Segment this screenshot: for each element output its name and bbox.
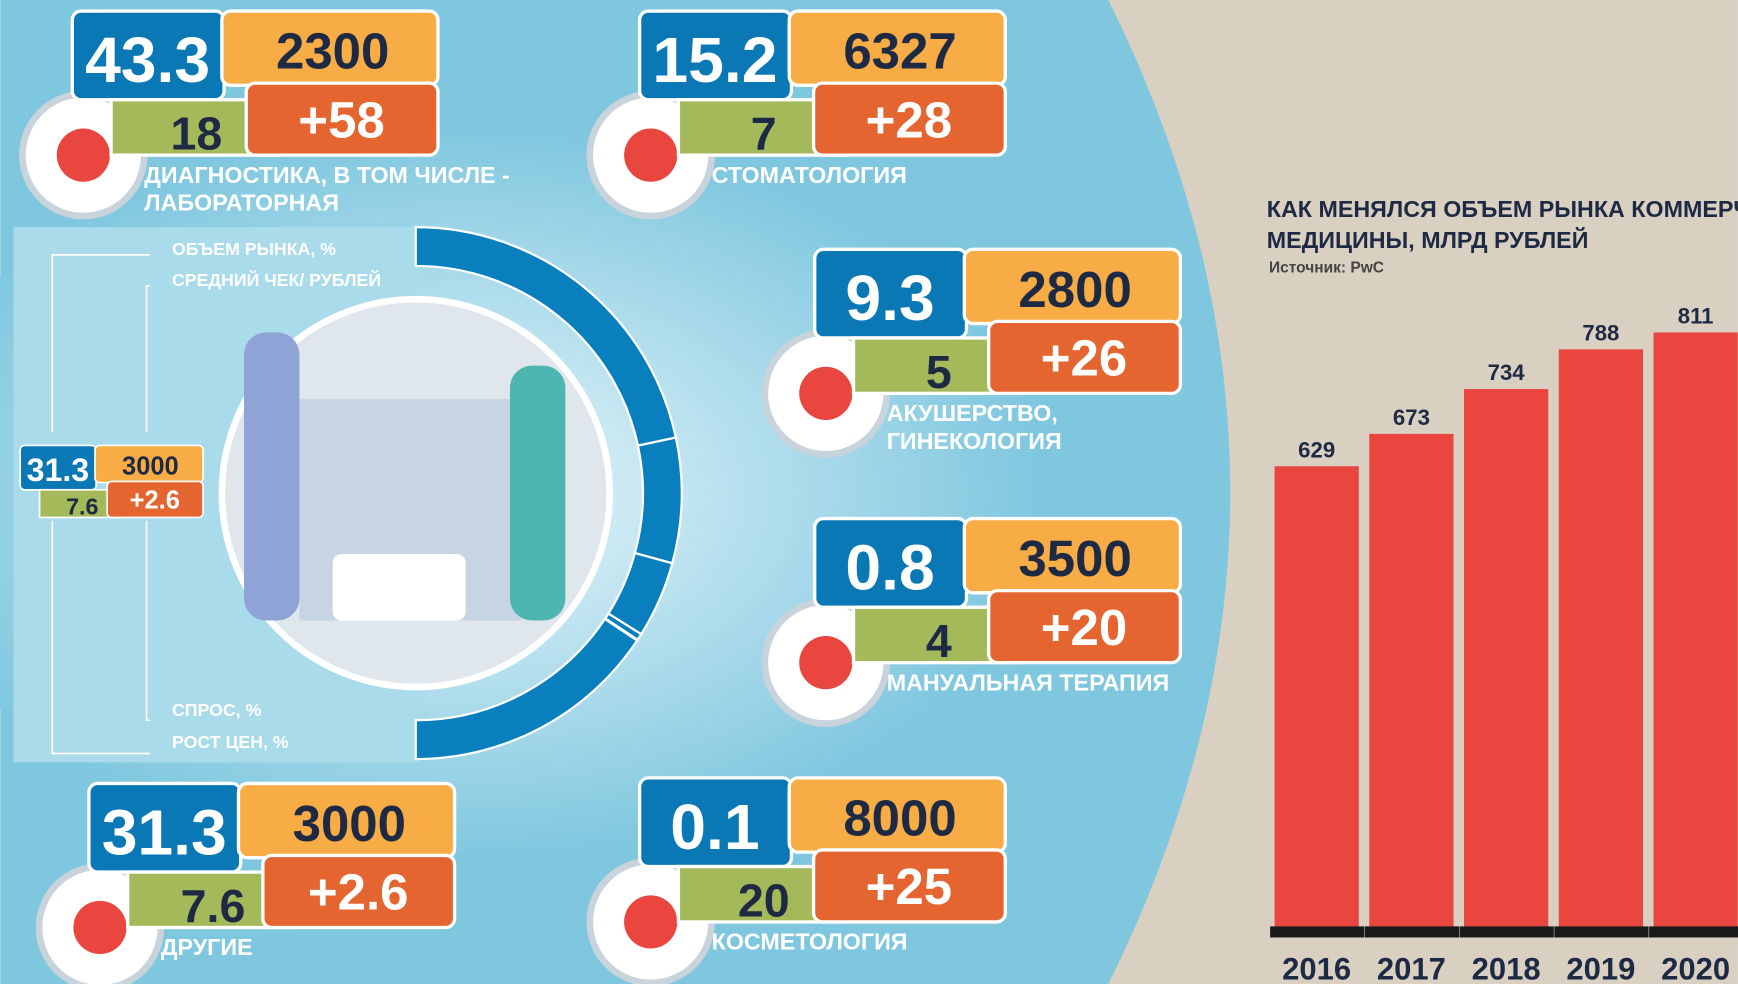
share-value: 0.8 <box>845 532 934 604</box>
price-value: 3500 <box>1018 530 1131 587</box>
growth-value: +25 <box>866 858 952 915</box>
x-tick-label: 2017 <box>1377 952 1446 984</box>
legend-label: ОБЪЕМ РЫНКА, % <box>172 239 336 259</box>
icon <box>624 895 677 948</box>
segment-label: ДРУГИЕ <box>161 934 253 960</box>
price-value: 3000 <box>122 452 179 480</box>
stat-box: 43.3 2300 18 +58 ДИАГНОСТИКА, В ТОМ ЧИСЛЕ -Л… <box>22 11 509 216</box>
bar-base <box>1460 926 1554 937</box>
share-value: 31.3 <box>102 796 227 868</box>
bar-base <box>1365 926 1459 937</box>
icon <box>57 129 110 182</box>
price-value: 8000 <box>843 790 956 847</box>
icon <box>73 901 126 954</box>
infographic: ОБЪЕМ РЫНКА, % СРЕДНИЙ ЧЕК/ РУБЛЕЙ СПРОС… <box>0 0 1738 984</box>
bar <box>1464 389 1548 929</box>
value-label: 734 <box>1488 360 1526 385</box>
value-label: 788 <box>1582 320 1619 345</box>
chart-title: МЕДИЦИНЫ, МЛРД РУБЛЕЙ <box>1267 226 1589 253</box>
icon <box>799 367 852 420</box>
bar <box>1369 434 1453 929</box>
demand-value: 7.6 <box>66 494 98 520</box>
bar-base <box>1270 926 1364 937</box>
segment-label: ГИНЕКОЛОГИЯ <box>887 428 1062 454</box>
x-tick-label: 2019 <box>1566 952 1635 984</box>
demand-value: 5 <box>926 346 952 398</box>
x-tick-label: 2018 <box>1472 952 1541 984</box>
growth-value: +28 <box>866 91 952 148</box>
demand-value: 4 <box>926 615 952 667</box>
share-value: 15.2 <box>652 24 777 96</box>
legend-label: РОСТ ЦЕН, % <box>172 732 289 752</box>
growth-value: +26 <box>1041 330 1127 387</box>
share-value: 43.3 <box>85 24 210 96</box>
nurse <box>510 366 565 621</box>
share-value: 9.3 <box>845 262 934 334</box>
growth-value: +2.6 <box>130 487 180 515</box>
growth-value: +58 <box>298 91 384 148</box>
x-tick-label: 2016 <box>1282 952 1351 984</box>
bar-base <box>1554 926 1648 937</box>
segment-label: СТОМАТОЛОГИЯ <box>712 162 907 188</box>
doctor <box>244 332 299 620</box>
bar <box>1559 349 1643 928</box>
segment-label: ДИАГНОСТИКА, В ТОМ ЧИСЛЕ - <box>144 162 509 188</box>
stat-box: 31.3 3000 7.6 +2.6 <box>20 445 203 519</box>
bar-base <box>1649 926 1738 937</box>
segment-label: КОСМЕТОЛОГИЯ <box>712 929 908 955</box>
legend-label: СПРОС, % <box>172 700 262 720</box>
price-value: 2800 <box>1018 261 1131 318</box>
share-value: 0.1 <box>670 791 759 863</box>
x-tick-label: 2020 <box>1661 952 1730 984</box>
chart-title: КАК МЕНЯЛСЯ ОБЪЕМ РЫНКА КОММЕРЧЕСКОЙ <box>1267 195 1738 222</box>
price-value: 6327 <box>843 23 956 80</box>
bar <box>1654 332 1738 928</box>
growth-value: +20 <box>1041 599 1127 656</box>
segment-label: АКУШЕРСТВО, <box>887 400 1058 426</box>
share-value: 31.3 <box>27 452 90 488</box>
legend-label: СРЕДНИЙ ЧЕК/ РУБЛЕЙ <box>172 269 381 290</box>
icon <box>799 636 852 689</box>
demand-value: 7.6 <box>181 880 246 932</box>
demand-value: 18 <box>170 108 222 160</box>
price-value: 2300 <box>276 23 389 80</box>
ambulance <box>333 554 466 620</box>
value-label: 673 <box>1393 405 1430 430</box>
value-label: 811 <box>1678 304 1714 329</box>
demand-value: 7 <box>751 108 777 160</box>
segment-label: ЛАБОРАТОРНАЯ <box>144 190 339 216</box>
demand-value: 20 <box>738 874 790 926</box>
icon <box>624 129 677 182</box>
bar <box>1275 466 1359 928</box>
chart-source: Источник: PwC <box>1269 260 1384 277</box>
growth-value: +2.6 <box>308 864 409 921</box>
stat-box: 0.8 3500 4 +20 МАНУАЛЬНАЯ ТЕРАПИЯ <box>765 519 1181 724</box>
price-value: 3000 <box>293 795 406 852</box>
page: ОБЪЕМ РЫНКА, % СРЕДНИЙ ЧЕК/ РУБЛЕЙ СПРОС… <box>0 0 1738 984</box>
donut-segment <box>635 438 682 564</box>
segment-label: МАНУАЛЬНАЯ ТЕРАПИЯ <box>887 669 1169 695</box>
value-label: 629 <box>1298 437 1335 462</box>
